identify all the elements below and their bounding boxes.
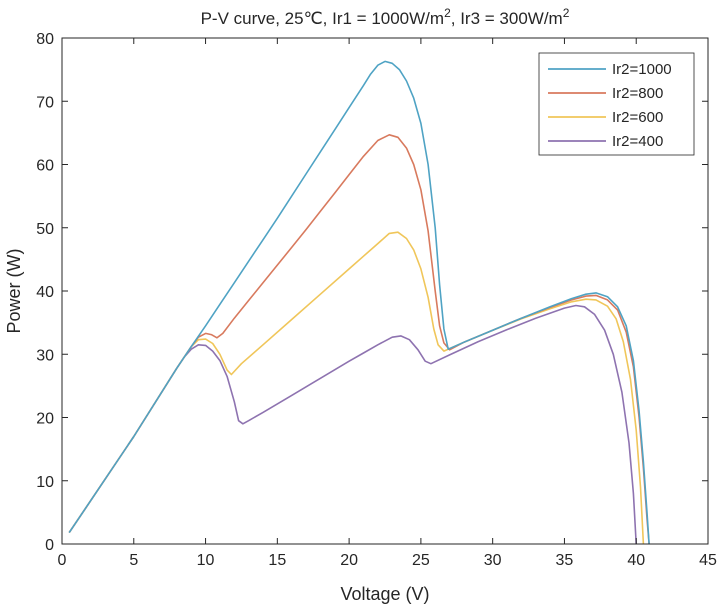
y-tick-label: 10 <box>36 474 54 491</box>
x-tick-label: 45 <box>699 552 717 569</box>
series-line-ir2-800 <box>68 134 650 545</box>
x-tick-label: 10 <box>197 552 215 569</box>
y-axis-ticks: 0 10 20 30 40 50 60 70 80 <box>36 31 708 554</box>
y-tick-label: 50 <box>36 221 54 238</box>
chart-title: P-V curve, 25℃, Ir1 = 1000W/m2, Ir3 = 30… <box>201 6 570 28</box>
x-tick-label: 35 <box>556 552 574 569</box>
y-tick-label: 40 <box>36 284 54 301</box>
chart-title-superscript-1: 2 <box>444 6 451 20</box>
legend-label: Ir2=1000 <box>612 61 672 78</box>
chart-title-superscript-2: 2 <box>563 6 570 20</box>
legend-label: Ir2=400 <box>612 133 663 150</box>
x-axis-label: Voltage (V) <box>340 584 429 604</box>
y-tick-label: 70 <box>36 94 54 111</box>
x-tick-label: 20 <box>340 552 358 569</box>
x-tick-label: 5 <box>129 552 138 569</box>
x-axis-ticks: 0 5 10 15 20 25 30 35 40 45 <box>58 38 717 569</box>
y-tick-label: 60 <box>36 158 54 175</box>
series-line-ir2-400 <box>68 304 637 545</box>
series-line-ir2-1000 <box>68 60 650 545</box>
series-line-ir2-600 <box>68 231 645 545</box>
x-tick-label: 25 <box>412 552 430 569</box>
legend-items: Ir2=1000 Ir2=800 Ir2=600 Ir2=400 <box>548 61 672 150</box>
chart-title-prefix: P-V curve, 25℃, Ir1 = 1000W/m <box>201 9 445 28</box>
legend-label: Ir2=800 <box>612 85 663 102</box>
x-tick-label: 40 <box>627 552 645 569</box>
plot-lines <box>68 60 650 545</box>
x-tick-label: 0 <box>58 552 67 569</box>
chart-title-middle: , Ir3 = 300W/m <box>451 9 563 28</box>
legend: Ir2=1000 Ir2=800 Ir2=600 Ir2=400 <box>538 52 695 156</box>
y-tick-label: 20 <box>36 411 54 428</box>
y-tick-label: 80 <box>36 31 54 48</box>
y-tick-label: 0 <box>45 537 54 554</box>
x-tick-label: 30 <box>484 552 502 569</box>
legend-box <box>538 52 695 156</box>
legend-label: Ir2=600 <box>612 109 663 126</box>
y-axis-label: Power (W) <box>4 249 24 334</box>
x-tick-label: 15 <box>268 552 286 569</box>
y-tick-label: 30 <box>36 347 54 364</box>
